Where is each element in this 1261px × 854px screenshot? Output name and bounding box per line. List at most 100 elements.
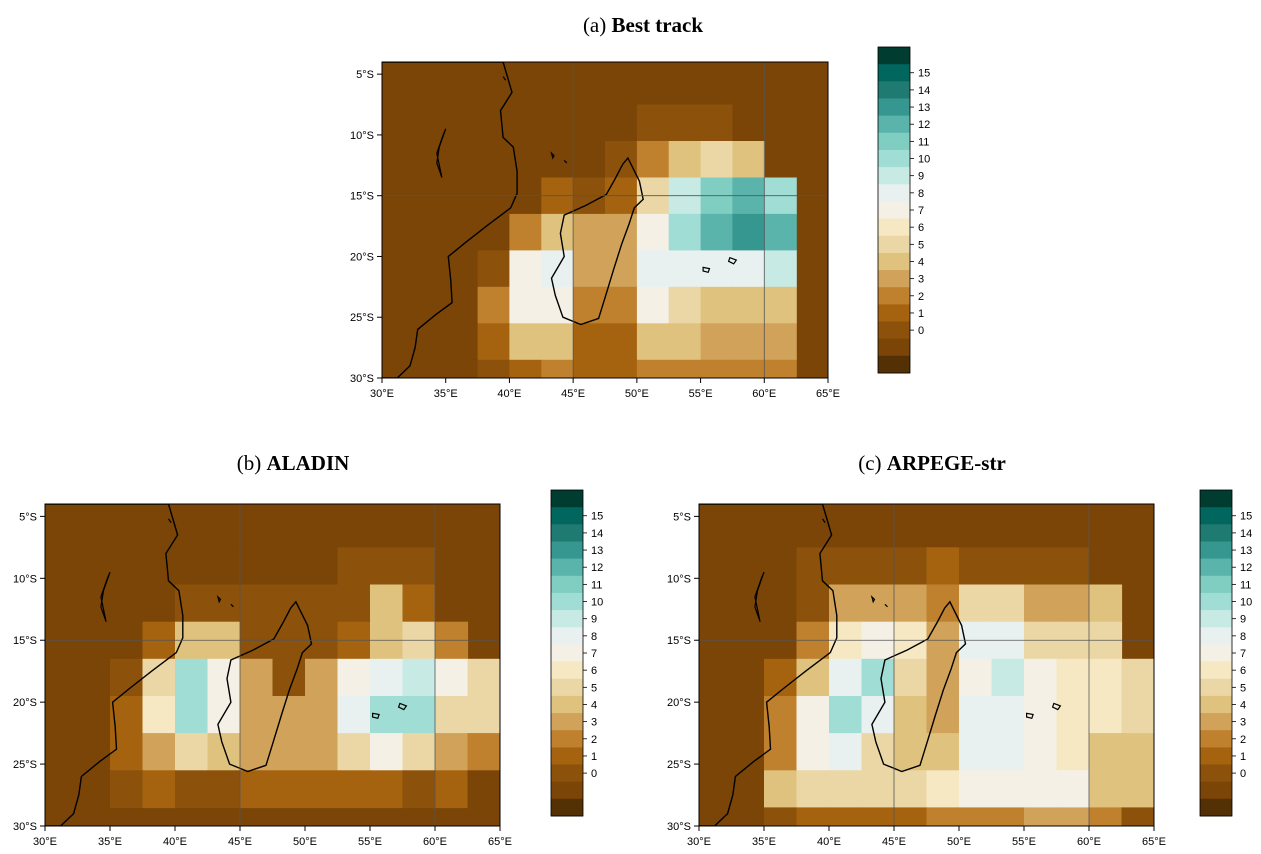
grid-cell <box>413 359 447 378</box>
grid-cell <box>732 104 765 142</box>
grid-cell <box>700 68 734 106</box>
grid-cell <box>207 510 241 548</box>
colorbar-segment <box>551 575 583 594</box>
grid-cell <box>77 770 111 809</box>
grid-cell <box>402 510 436 548</box>
grid-cell <box>1056 770 1090 809</box>
coastline-island <box>216 594 222 604</box>
x-tick-label: 60°E <box>423 836 447 848</box>
grid-cell <box>605 68 638 106</box>
colorbar-segment <box>1200 713 1232 731</box>
colorbar-segment <box>878 235 910 254</box>
grid-cell <box>699 547 733 586</box>
grid-cell <box>305 658 339 697</box>
grid-cell <box>402 584 436 623</box>
grid-cell <box>764 547 798 586</box>
grid-cell <box>668 141 702 179</box>
x-tick-label: 65°E <box>1142 836 1166 848</box>
colorbar-segment <box>551 558 583 577</box>
grid-cell <box>467 658 500 697</box>
grid-cell <box>926 510 960 548</box>
colorbar-segment <box>878 252 910 271</box>
colorbar-segment <box>551 747 583 765</box>
grid-cell <box>732 68 765 106</box>
grid-cell <box>305 733 339 771</box>
grid-cell <box>477 286 511 324</box>
grid-cell <box>1089 770 1123 809</box>
grid-cell <box>435 733 469 771</box>
grid-cell <box>573 323 606 361</box>
grid-cell <box>1056 733 1090 771</box>
grid-cell <box>894 770 928 809</box>
colorbar-segment <box>878 98 910 117</box>
colorbar-tick-label: 11 <box>591 579 602 591</box>
y-tick-label: 15°S <box>350 191 374 203</box>
x-tick-label: 35°E <box>752 836 776 848</box>
y-tick-label: 30°S <box>667 821 691 833</box>
grid-cell <box>207 770 241 809</box>
grid-cell <box>959 510 993 548</box>
coastline-island <box>754 571 765 622</box>
grid-cell <box>764 584 798 623</box>
y-tick-label: 10°S <box>350 130 374 142</box>
coastline-island <box>230 603 234 608</box>
grid-cell <box>370 584 404 623</box>
y-tick-label: 15°S <box>667 635 691 647</box>
x-tick-label: 30°E <box>370 388 394 400</box>
grid-cell <box>1089 733 1123 771</box>
grid-cell <box>1024 510 1058 548</box>
grid-cell <box>829 584 863 623</box>
coastline-island <box>563 159 568 164</box>
grid-cell <box>240 547 274 586</box>
x-tick-label: 55°E <box>689 388 713 400</box>
grid-cell <box>796 658 830 697</box>
grid-cell <box>370 547 404 586</box>
colorbar-segment <box>1200 507 1232 525</box>
grid-cell <box>1089 807 1123 826</box>
y-tick-label: 10°S <box>667 573 691 585</box>
grid-cell <box>110 770 144 809</box>
colorbar-tick-label: 7 <box>591 648 597 660</box>
grid-cell <box>509 286 542 324</box>
grid-cell <box>509 68 542 106</box>
grid-cell <box>796 696 830 734</box>
colorbar-segment <box>551 592 583 611</box>
grid-cell <box>991 658 1025 697</box>
colorbar-segment <box>1200 541 1232 560</box>
colorbar-tick-label: 9 <box>1240 614 1246 626</box>
grid-cell <box>636 68 670 106</box>
grid-cell <box>207 658 241 697</box>
y-tick-label: 5°S <box>673 511 691 523</box>
x-tick-label: 45°E <box>882 836 906 848</box>
x-tick-label: 35°E <box>98 836 122 848</box>
colorbar-segment <box>1200 661 1232 680</box>
grid-cell <box>732 286 765 324</box>
panel-a-title: (a) Best track <box>583 13 703 37</box>
grid-cell <box>477 104 511 142</box>
colorbar-segment <box>1200 781 1232 800</box>
grid-cell <box>959 770 993 809</box>
grid-cell <box>731 696 765 734</box>
coastline-island <box>168 518 172 523</box>
grid-cell <box>796 584 830 623</box>
grid-cell <box>240 658 274 697</box>
colorbar-segment <box>1200 627 1232 645</box>
grid-cell <box>731 733 765 771</box>
colorbar-segment <box>878 355 910 374</box>
colorbar-segment <box>878 304 910 322</box>
grid-cell <box>926 770 960 809</box>
grid-cell <box>382 68 415 106</box>
grid-cell <box>413 141 447 179</box>
grid-cell <box>668 323 702 361</box>
grid-cell <box>45 584 79 623</box>
grid-cell <box>305 770 339 809</box>
grid-cell <box>402 658 436 697</box>
grid-cell <box>445 68 479 106</box>
grid-cell <box>605 323 638 361</box>
colorbar-segment <box>551 713 583 731</box>
colorbar-segment <box>878 149 910 168</box>
grid-cell <box>467 770 500 809</box>
grid-cell <box>699 696 733 734</box>
colorbar-tick-label: 14 <box>1240 528 1252 540</box>
grid-cell <box>382 359 415 378</box>
